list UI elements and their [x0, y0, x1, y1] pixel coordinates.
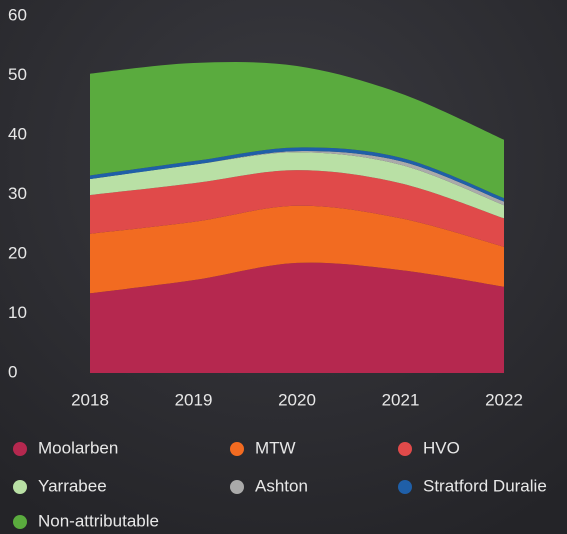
y-tick-label: 30: [8, 184, 27, 203]
x-tick-label: 2022: [485, 390, 523, 409]
y-tick-label: 0: [8, 362, 17, 381]
legend-swatch: [398, 480, 412, 494]
x-tick-label: 2021: [382, 390, 420, 409]
legend-label: Moolarben: [38, 438, 118, 457]
area: [90, 170, 504, 247]
y-tick-label: 20: [8, 243, 27, 262]
area: [90, 62, 504, 199]
x-tick-label: 2019: [175, 390, 213, 409]
legend-swatch: [230, 442, 244, 456]
legend-swatch: [398, 442, 412, 456]
area: [90, 150, 504, 206]
legend-swatch: [13, 442, 27, 456]
y-tick-label: 40: [8, 124, 27, 143]
area: [90, 262, 504, 373]
area: [90, 152, 504, 219]
legend-swatch: [230, 480, 244, 494]
area: [90, 147, 504, 202]
y-tick-label: 60: [8, 5, 27, 24]
x-tick-label: 2018: [71, 390, 109, 409]
legend-label: MTW: [255, 438, 296, 457]
legend-swatch: [13, 515, 27, 529]
legend-label: HVO: [423, 438, 460, 457]
legend-label: Non-attributable: [38, 511, 159, 530]
area: [90, 205, 504, 294]
legend-swatch: [13, 480, 27, 494]
legend-label: Yarrabee: [38, 476, 107, 495]
legend-label: Ashton: [255, 476, 308, 495]
legend-label: Stratford Duralie: [423, 476, 547, 495]
y-tick-label: 50: [8, 65, 27, 84]
x-tick-label: 2020: [278, 390, 316, 409]
y-tick-label: 10: [8, 303, 27, 322]
